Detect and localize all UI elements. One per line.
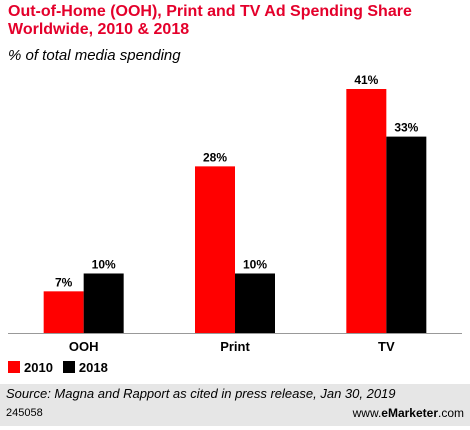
chart-subtitle: % of total media spending xyxy=(8,47,181,64)
legend-item-2018: 2018 xyxy=(62,359,108,375)
brand-prefix: www. xyxy=(352,406,382,420)
legend-swatch-2010 xyxy=(8,361,20,373)
legend-label-2010: 2010 xyxy=(24,359,53,375)
category-label-tv: TV xyxy=(378,339,395,354)
brand-name: eMarketer xyxy=(381,406,438,420)
bar-chart: 7% 10% OOH 28% 10% Print 41% 33% TV xyxy=(8,73,462,354)
legend-swatch-2018 xyxy=(62,361,75,373)
bar-print-2018 xyxy=(235,273,275,333)
category-label-print: Print xyxy=(220,339,250,354)
bar-ooh-2018 xyxy=(83,273,124,333)
bar-print-2010 xyxy=(195,166,235,333)
data-label-print-2010: 28% xyxy=(203,150,227,164)
data-label-print-2018: 10% xyxy=(243,257,267,271)
bar-tv-2010 xyxy=(346,89,387,333)
footer-background xyxy=(0,384,470,426)
chart-id: 245058 xyxy=(6,407,43,419)
category-label-ooh: OOH xyxy=(69,339,99,354)
source-note: Source: Magna and Rapport as cited in pr… xyxy=(6,386,396,401)
data-label-tv-2018: 33% xyxy=(394,121,418,135)
legend-label-2018: 2018 xyxy=(78,359,108,375)
data-label-ooh-2010: 7% xyxy=(55,275,73,289)
brand-suffix: .com xyxy=(437,406,464,420)
brand-link[interactable]: www.eMarketer.com xyxy=(353,406,464,420)
data-label-tv-2010: 41% xyxy=(354,73,378,87)
chart-title: Out-of-Home (OOH), Print and TV Ad Spend… xyxy=(8,3,412,38)
bar-ooh-2010 xyxy=(43,291,84,333)
legend: 2010 2018 xyxy=(8,359,118,375)
data-label-ooh-2018: 10% xyxy=(92,257,116,271)
bar-tv-2018 xyxy=(386,136,427,333)
legend-item-2010: 2010 xyxy=(8,360,53,375)
